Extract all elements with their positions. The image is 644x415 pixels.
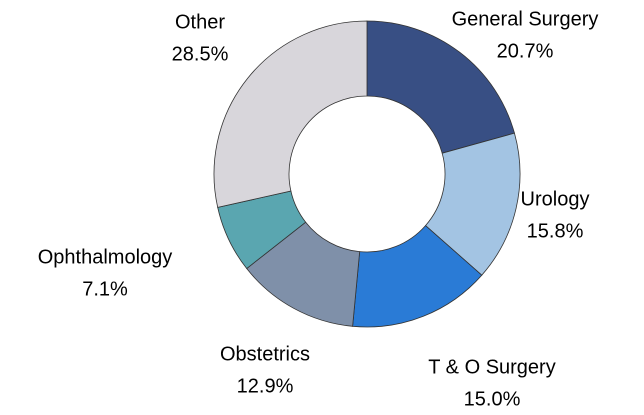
slice-value-label: 7.1% — [82, 278, 128, 300]
slice-value-label: 15.0% — [464, 388, 521, 410]
slice-label: General Surgery — [452, 8, 599, 30]
slice-value-label: 28.5% — [172, 43, 229, 65]
slice-label: Urology — [521, 188, 590, 210]
slice-label: Ophthalmology — [38, 246, 173, 268]
slice-value-label: 20.7% — [497, 40, 554, 62]
slice-value-label: 12.9% — [237, 375, 294, 397]
slice-label: Obstetrics — [220, 343, 310, 365]
donut-slice — [366, 20, 515, 154]
slice-label: T & O Surgery — [428, 356, 555, 378]
slice-label: Other — [175, 11, 225, 33]
donut-slice — [213, 20, 368, 208]
slice-value-label: 15.8% — [527, 220, 584, 242]
